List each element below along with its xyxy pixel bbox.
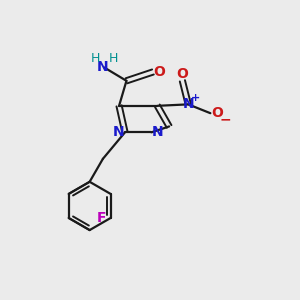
Text: O: O [211,106,223,120]
Text: H: H [91,52,100,65]
Text: H: H [109,52,119,65]
Text: O: O [176,67,188,81]
Text: +: + [191,93,200,103]
Text: F: F [97,211,106,225]
Text: N: N [152,125,164,139]
Text: −: − [219,112,231,126]
Text: O: O [154,65,165,79]
Text: N: N [97,60,109,74]
Text: N: N [182,98,194,111]
Text: N: N [113,125,124,139]
